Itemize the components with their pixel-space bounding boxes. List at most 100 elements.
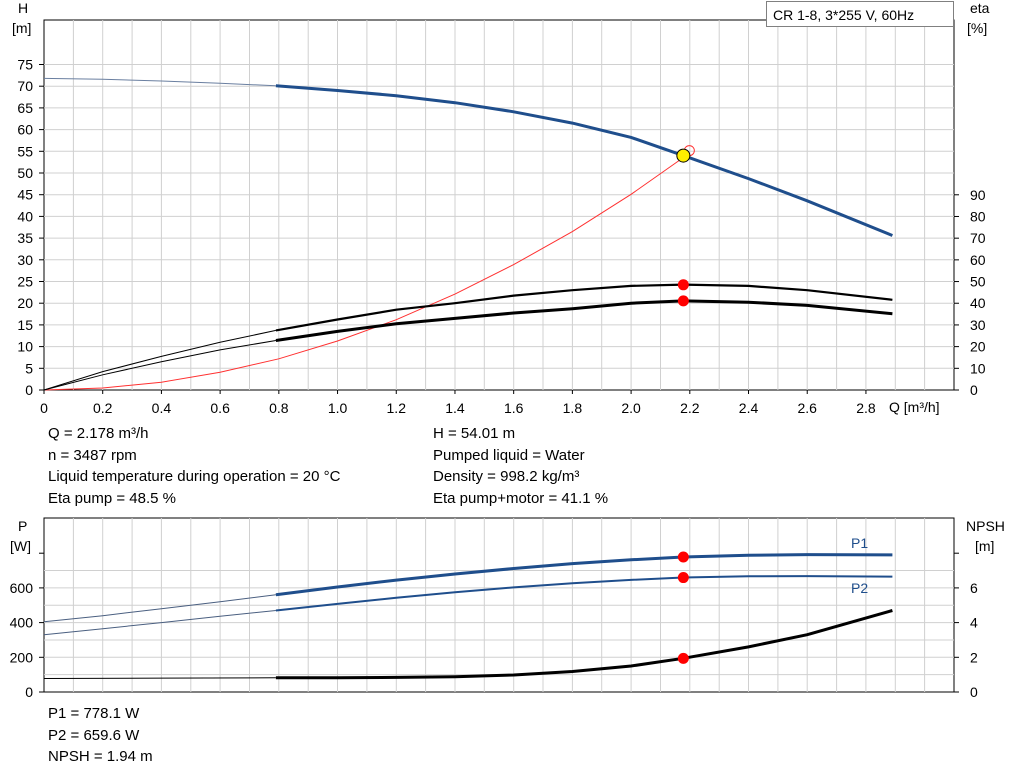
eta-pump-curve-extrapolated bbox=[43, 329, 277, 391]
h-tick-label: 35 bbox=[17, 230, 33, 246]
h-tick-label: 40 bbox=[17, 208, 33, 224]
x-tick-label: 0.6 bbox=[210, 400, 230, 416]
duty-point-marker bbox=[676, 148, 691, 163]
h-axis-unit: [m] bbox=[12, 20, 32, 36]
info-speed: n = 3487 rpm bbox=[48, 446, 137, 464]
p-tick-label: 600 bbox=[10, 580, 34, 596]
eta-tick-label: 90 bbox=[970, 187, 986, 203]
x-tick-label: 2.0 bbox=[621, 400, 641, 416]
duty-info-left: Q = 2.178 m³/h n = 3487 rpm Liquid tempe… bbox=[48, 423, 340, 509]
h-tick-label: 60 bbox=[17, 122, 33, 138]
h-tick-label: 20 bbox=[17, 295, 33, 311]
info-npsh: NPSH = 1.94 m bbox=[48, 748, 153, 765]
x-tick-label: 1.0 bbox=[328, 400, 348, 416]
x-tick-label: 1.2 bbox=[387, 400, 407, 416]
npsh-tick-label: 2 bbox=[970, 649, 978, 665]
info-temperature: Liquid temperature during operation = 20… bbox=[48, 468, 341, 485]
upper-tick-labels: 0 0.2 0.4 0.6 0.8 1.0 1.2 1.4 1.6 1.8 2.0 2.2 2.4 2.6… bbox=[17, 57, 985, 417]
h-tick-label: 15 bbox=[17, 317, 33, 333]
h-tick-label: 70 bbox=[17, 78, 33, 94]
duty-info-right: H = 54.01 m Pumped liquid = Water Densit… bbox=[433, 423, 608, 509]
p-tick-label: 400 bbox=[10, 615, 34, 631]
h-curve-extrapolated bbox=[43, 77, 276, 87]
eta-total-duty-marker bbox=[677, 295, 689, 307]
eta-axis-label: eta bbox=[970, 0, 990, 16]
npsh-curve bbox=[275, 609, 893, 680]
npsh-tick-label: 0 bbox=[970, 684, 978, 700]
upper-curves bbox=[43, 77, 893, 391]
eta-tick-label: 80 bbox=[970, 208, 986, 224]
h-tick-label: 75 bbox=[17, 57, 33, 73]
eta-pump-curve bbox=[275, 283, 893, 332]
info-p1: P1 = 778.1 W bbox=[48, 705, 140, 722]
eta-pump-duty-marker bbox=[677, 279, 689, 291]
p1-series-label: P1 bbox=[851, 535, 868, 551]
info-density: Density = 998.2 kg/m³ bbox=[433, 468, 580, 485]
x-tick-label: 1.4 bbox=[445, 400, 465, 416]
npsh-axis-unit: [m] bbox=[975, 538, 995, 554]
info-eta-pump: Eta pump = 48.5 % bbox=[48, 489, 176, 507]
x-tick-label: 2.4 bbox=[739, 400, 759, 416]
h-tick-label: 5 bbox=[25, 360, 33, 376]
lower-tick-labels: 0 200 400 600 0 2 4 6 bbox=[10, 552, 978, 700]
eta-tick-label: 10 bbox=[970, 360, 986, 376]
p2-duty-marker bbox=[677, 572, 689, 584]
eta-tick-label: 40 bbox=[970, 295, 986, 311]
eta-tick-label: 50 bbox=[970, 274, 986, 290]
system-curve bbox=[43, 152, 691, 391]
p1-duty-marker bbox=[677, 551, 689, 563]
eta-total-curve bbox=[275, 299, 893, 342]
x-tick-label: 2.2 bbox=[680, 400, 700, 416]
p2-curve-extrapolated bbox=[43, 610, 276, 636]
p-tick-label: 200 bbox=[10, 649, 34, 665]
lower-grid bbox=[43, 517, 955, 693]
x-tick-label: 0.4 bbox=[152, 400, 172, 416]
h-tick-label: 10 bbox=[17, 339, 33, 355]
p1-curve-extrapolated bbox=[43, 594, 276, 623]
h-tick-label: 50 bbox=[17, 165, 33, 181]
p2-curve bbox=[275, 575, 893, 612]
h-tick-label: 45 bbox=[17, 187, 33, 203]
npsh-tick-label: 4 bbox=[970, 615, 978, 631]
info-liquid: Pumped liquid = Water bbox=[433, 446, 585, 464]
npsh-duty-marker bbox=[677, 652, 689, 664]
eta-tick-label: 60 bbox=[970, 252, 986, 268]
h-tick-label: 55 bbox=[17, 143, 33, 159]
eta-tick-label: 70 bbox=[970, 230, 986, 246]
x-tick-label: 2.6 bbox=[797, 400, 817, 416]
x-tick-label: 1.6 bbox=[504, 400, 524, 416]
info-head: H = 54.01 m bbox=[433, 425, 516, 442]
p-axis-unit: [W] bbox=[10, 538, 31, 554]
h-tick-label: 30 bbox=[17, 252, 33, 268]
info-eta-pump-motor: Eta pump+motor = 41.1 % bbox=[433, 489, 609, 507]
pump-model-label: CR 1-8, 3*255 V, 60Hz bbox=[766, 1, 954, 27]
eta-axis-unit: [%] bbox=[967, 20, 988, 36]
x-tick-label: 1.8 bbox=[563, 400, 583, 416]
q-axis-label: Q [m³/h] bbox=[889, 399, 940, 415]
x-tick-label: 0.2 bbox=[93, 400, 113, 416]
x-tick-label: 2.8 bbox=[856, 400, 876, 416]
h-tick-label: 25 bbox=[17, 274, 33, 290]
x-tick-label: 0.8 bbox=[269, 400, 289, 416]
lower-curves: P1 P2 bbox=[43, 535, 893, 680]
npsh-axis-label: NPSH bbox=[966, 518, 1005, 534]
duty-markers bbox=[676, 145, 695, 664]
info-flow: Q = 2.178 m³/h bbox=[48, 425, 149, 442]
eta-tick-label: 30 bbox=[970, 317, 986, 333]
p-tick-label: 0 bbox=[25, 684, 33, 700]
upper-plot-frame bbox=[43, 19, 955, 391]
x-tick-label: 0 bbox=[40, 400, 48, 416]
upper-grid bbox=[43, 19, 955, 391]
npsh-tick-label: 6 bbox=[970, 580, 978, 596]
h-axis-label: H bbox=[18, 0, 29, 16]
h-tick-label: 0 bbox=[25, 382, 33, 398]
p2-series-label: P2 bbox=[851, 580, 868, 596]
power-info: P1 = 778.1 W P2 = 659.6 W NPSH = 1.94 m bbox=[48, 703, 153, 768]
p1-curve bbox=[275, 553, 893, 597]
eta-tick-label: 20 bbox=[970, 339, 986, 355]
p-axis-label: P bbox=[18, 518, 28, 534]
h-tick-label: 65 bbox=[17, 100, 33, 116]
info-p2: P2 = 659.6 W bbox=[48, 726, 140, 744]
npsh-curve-extrapolated bbox=[43, 677, 276, 679]
